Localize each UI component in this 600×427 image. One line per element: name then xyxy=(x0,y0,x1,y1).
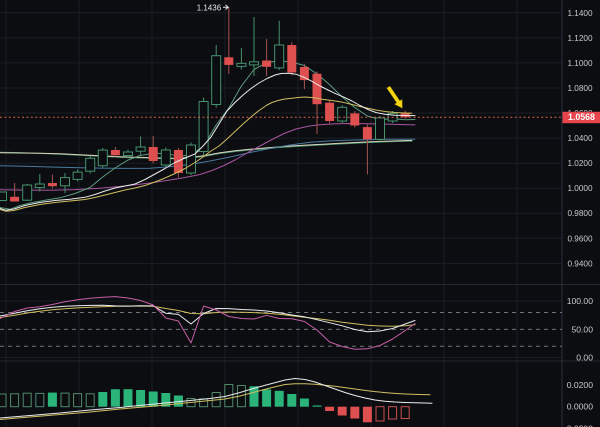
svg-text:1.1400: 1.1400 xyxy=(567,9,592,18)
svg-text:0.9600: 0.9600 xyxy=(567,234,592,243)
svg-text:0.0000: 0.0000 xyxy=(567,402,594,412)
svg-text:1.0800: 1.0800 xyxy=(567,84,592,93)
svg-text:1.1436: 1.1436 xyxy=(197,3,222,12)
svg-text:1.0568: 1.0568 xyxy=(568,112,595,122)
svg-text:0.0200: 0.0200 xyxy=(567,380,594,390)
svg-text:0.9400: 0.9400 xyxy=(567,259,592,268)
svg-text:50.00: 50.00 xyxy=(571,324,593,334)
svg-text:1.0400: 1.0400 xyxy=(567,134,592,143)
svg-text:1.0000: 1.0000 xyxy=(567,184,592,193)
svg-text:1.1200: 1.1200 xyxy=(567,34,592,43)
svg-text:0.00: 0.00 xyxy=(576,353,593,363)
svg-text:100.00: 100.00 xyxy=(567,296,594,306)
svg-text:0.9800: 0.9800 xyxy=(567,209,592,218)
svg-text:0.0200: 0.0200 xyxy=(567,423,594,427)
svg-text:1.1000: 1.1000 xyxy=(567,59,592,68)
svg-text:1.0200: 1.0200 xyxy=(567,159,592,168)
